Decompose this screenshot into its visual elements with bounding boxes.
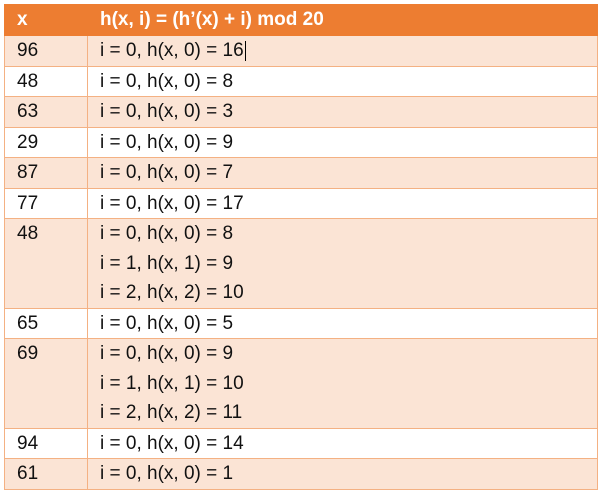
probe-text: i = 1, h(x, 1) = 9 — [100, 252, 234, 274]
probe-text: i = 0, h(x, 0) = 1 — [100, 463, 234, 484]
cell-probes: i = 0, h(x, 0) = 16 — [87, 35, 598, 67]
key-value: 48 — [17, 70, 39, 92]
table-row: 94 i = 0, h(x, 0) = 14 — [4, 427, 598, 459]
probe-line: i = 0, h(x, 0) = 17 — [100, 189, 597, 219]
key-value: 29 — [17, 131, 39, 153]
cell-probes: i = 0, h(x, 0) = 14 — [87, 427, 598, 459]
table-row: 77 i = 0, h(x, 0) = 17 — [4, 187, 598, 219]
probe-text: i = 2, h(x, 2) = 11 — [100, 402, 243, 423]
probe-line: i = 2, h(x, 2) = 10 — [100, 278, 597, 308]
probe-line: i = 1, h(x, 1) = 9 — [100, 249, 597, 279]
table-row: 65 i = 0, h(x, 0) = 5 — [4, 307, 598, 339]
key-value: 69 — [17, 343, 39, 364]
probe-line: i = 0, h(x, 0) = 14 — [100, 429, 597, 459]
key-value: 87 — [17, 162, 39, 183]
header-x: x — [4, 4, 88, 36]
hash-probe-table: x h(x, i) = (h’(x) + i) mod 20 96 i = 0, … — [4, 4, 598, 490]
cell-x: 65 — [4, 307, 88, 339]
probe-line: i = 0, h(x, 0) = 8 — [100, 219, 597, 249]
cell-x: 48 — [4, 65, 88, 97]
cell-probes: i = 0, h(x, 0) = 7 — [87, 157, 598, 189]
table-row: 29 i = 0, h(x, 0) = 9 — [4, 126, 598, 158]
cell-probes: i = 0, h(x, 0) = 8 — [87, 65, 598, 97]
probe-line: i = 0, h(x, 0) = 1 — [100, 459, 597, 489]
probe-line: i = 0, h(x, 0) = 9 — [100, 128, 597, 158]
cell-x: 77 — [4, 187, 88, 219]
probe-text: i = 0, h(x, 0) = 9 — [100, 343, 234, 364]
table-row: 87 i = 0, h(x, 0) = 7 — [4, 157, 598, 189]
header-row: x h(x, i) = (h’(x) + i) mod 20 — [4, 4, 598, 36]
table-row: 63 i = 0, h(x, 0) = 3 — [4, 96, 598, 128]
probe-text: i = 1, h(x, 1) = 10 — [100, 372, 244, 394]
probe-text: i = 0, h(x, 0) = 8 — [100, 223, 234, 244]
probe-text: i = 0, h(x, 0) = 7 — [100, 162, 234, 183]
probe-line: i = 0, h(x, 0) = 5 — [100, 309, 597, 339]
cell-x: 87 — [4, 157, 88, 189]
key-value: 61 — [17, 463, 39, 484]
cell-x: 61 — [4, 458, 88, 490]
cell-probes: i = 0, h(x, 0) = 8 i = 1, h(x, 1) = 9 i = … — [87, 218, 598, 309]
table-row: 61 i = 0, h(x, 0) = 1 — [4, 458, 598, 490]
probe-line: i = 0, h(x, 0) = 8 — [100, 67, 597, 97]
cell-probes: i = 0, h(x, 0) = 1 — [87, 458, 598, 490]
probe-text: i = 0, h(x, 0) = 16 — [100, 40, 244, 61]
key-value: 48 — [17, 223, 39, 244]
key-value: 96 — [17, 40, 39, 61]
probe-text: i = 0, h(x, 0) = 17 — [100, 192, 244, 214]
probe-line: i = 0, h(x, 0) = 9 — [100, 339, 597, 369]
cell-x: 63 — [4, 96, 88, 128]
cell-x: 29 — [4, 126, 88, 158]
key-value: 65 — [17, 312, 39, 334]
probe-line: i = 2, h(x, 2) = 11 — [100, 398, 597, 428]
cell-probes: i = 0, h(x, 0) = 9 i = 1, h(x, 1) = 10 i =… — [87, 338, 598, 429]
probe-text: i = 0, h(x, 0) = 14 — [100, 432, 244, 454]
cell-probes: i = 0, h(x, 0) = 3 — [87, 96, 598, 128]
probe-line: i = 0, h(x, 0) = 3 — [100, 97, 597, 127]
table-row: 96 i = 0, h(x, 0) = 16 — [4, 35, 598, 67]
key-value: 77 — [17, 192, 39, 214]
header-h: h(x, i) = (h’(x) + i) mod 20 — [87, 4, 598, 36]
cell-probes: i = 0, h(x, 0) = 5 — [87, 307, 598, 339]
text-cursor — [244, 40, 246, 61]
cell-x: 96 — [4, 35, 88, 67]
key-value: 94 — [17, 432, 39, 454]
probe-line: i = 0, h(x, 0) = 16 — [100, 36, 597, 66]
probe-text: i = 0, h(x, 0) = 3 — [100, 101, 234, 122]
probe-line: i = 0, h(x, 0) = 7 — [100, 158, 597, 188]
probe-line: i = 1, h(x, 1) = 10 — [100, 369, 597, 399]
cell-probes: i = 0, h(x, 0) = 9 — [87, 126, 598, 158]
probe-text: i = 0, h(x, 0) = 9 — [100, 131, 234, 153]
probe-text: i = 2, h(x, 2) = 10 — [100, 282, 244, 303]
table-row: 48 i = 0, h(x, 0) = 8 — [4, 65, 598, 97]
key-value: 63 — [17, 101, 39, 122]
probe-text: i = 0, h(x, 0) = 8 — [100, 70, 234, 92]
cell-x: 69 — [4, 338, 88, 429]
cell-x: 48 — [4, 218, 88, 309]
cell-probes: i = 0, h(x, 0) = 17 — [87, 187, 598, 219]
probe-text: i = 0, h(x, 0) = 5 — [100, 312, 234, 334]
cell-x: 94 — [4, 427, 88, 459]
